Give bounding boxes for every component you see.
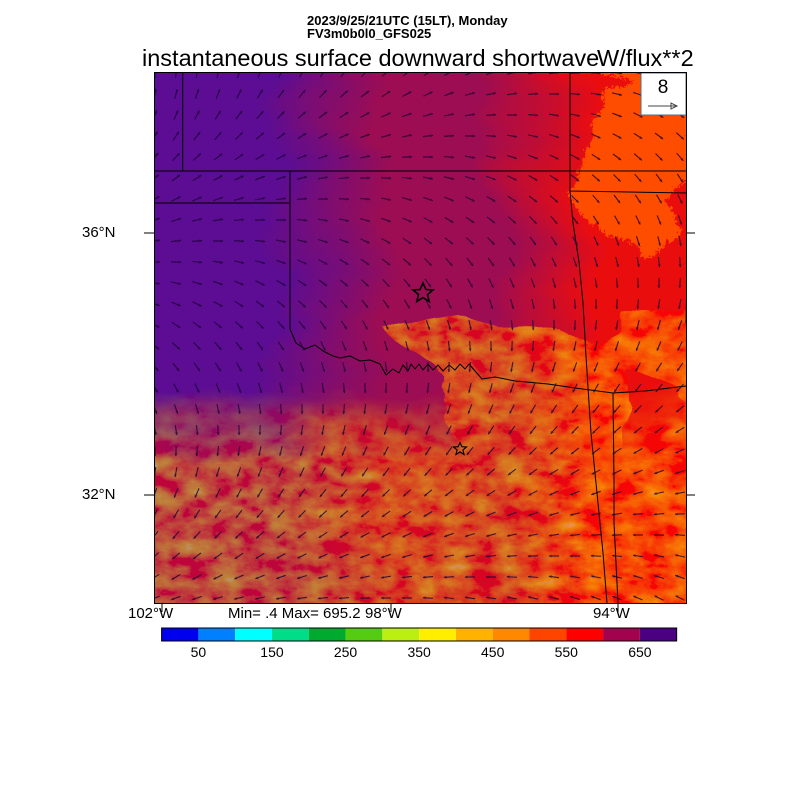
svg-text:550: 550 xyxy=(555,644,579,660)
svg-text:150: 150 xyxy=(260,644,284,660)
svg-text:350: 350 xyxy=(407,644,431,660)
svg-text:50: 50 xyxy=(191,644,207,660)
svg-text:650: 650 xyxy=(628,644,652,660)
svg-text:450: 450 xyxy=(481,644,505,660)
svg-text:8: 8 xyxy=(658,77,669,98)
svg-text:250: 250 xyxy=(334,644,358,660)
